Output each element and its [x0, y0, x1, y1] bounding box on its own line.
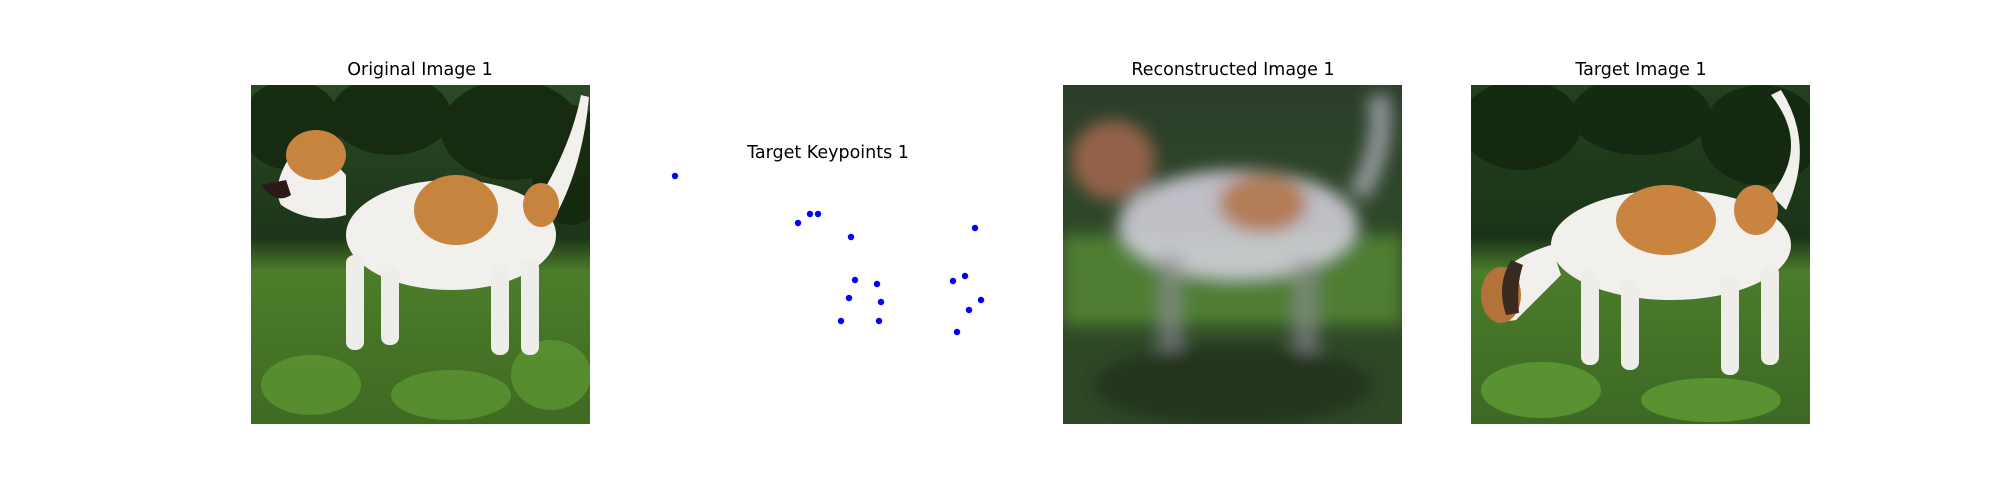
keypoint	[971, 224, 979, 232]
target-image-title: Target Image 1	[1575, 60, 1707, 80]
keypoint	[877, 298, 885, 306]
keypoint	[814, 210, 822, 218]
original-image	[251, 85, 590, 424]
target-image	[1471, 85, 1810, 424]
keypoint	[851, 276, 859, 284]
keypoint	[845, 294, 853, 302]
reconstructed-image-title: Reconstructed Image 1	[1131, 60, 1335, 80]
reconstructed-image	[1063, 85, 1402, 424]
keypoint	[806, 210, 814, 218]
keypoints-scatter	[671, 172, 985, 336]
target-keypoints-title: Target Keypoints 1	[747, 143, 909, 163]
keypoint	[961, 272, 969, 280]
keypoint	[847, 233, 855, 241]
keypoint	[794, 219, 802, 227]
keypoints-plot	[660, 160, 1000, 360]
keypoint	[965, 306, 973, 314]
keypoint	[949, 277, 957, 285]
keypoint	[837, 317, 845, 325]
original-image-title: Original Image 1	[347, 60, 493, 80]
keypoint	[977, 296, 985, 304]
keypoint	[875, 317, 883, 325]
keypoint	[873, 280, 881, 288]
keypoint	[671, 172, 679, 180]
keypoint	[953, 328, 961, 336]
